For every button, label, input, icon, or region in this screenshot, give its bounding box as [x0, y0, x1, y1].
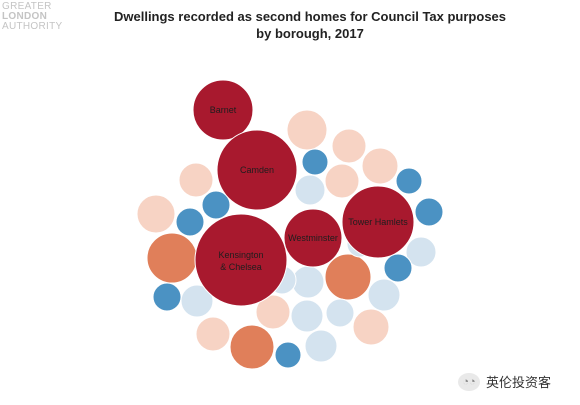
bubble-low [405, 236, 437, 268]
bubble-very-low [414, 197, 444, 227]
bubble-very-low [201, 190, 231, 220]
bubble-high [146, 232, 198, 284]
bubble-westminster [283, 208, 343, 268]
bubble-label-kensington-chelsea: Kensington & Chelsea [218, 250, 263, 272]
bubble-kensington-chelsea [194, 213, 288, 307]
bubble-low [367, 278, 401, 312]
bubble-medium [352, 308, 390, 346]
bubble-low [290, 299, 324, 333]
bubble-medium [178, 162, 214, 198]
bubble-medium [286, 109, 328, 151]
bubble-camden [216, 129, 298, 211]
gla-logo: GREATER LONDON AUTHORITY [2, 2, 62, 32]
bubble-medium [324, 163, 360, 199]
bubble-low [291, 265, 325, 299]
logo-line-2: LONDON [2, 11, 48, 22]
bubble-very-low [301, 148, 329, 176]
bubble-high [229, 324, 275, 370]
bubble-label-westminster: Westminster [288, 233, 338, 243]
wechat-icon: ◔◔ [458, 372, 480, 391]
logo-line-3: AUTHORITY [2, 21, 63, 32]
bubble-low [304, 329, 338, 363]
bubble-low [180, 284, 214, 318]
bubble-low [294, 174, 326, 206]
bubble-medium [136, 194, 176, 234]
bubble-very-low [152, 282, 182, 312]
bubble-label-camden: Camden [240, 165, 274, 175]
bubble-label-tower-hamlets: Tower Hamlets [348, 217, 408, 227]
bubble-barnet [192, 79, 254, 141]
bubble-medium [195, 316, 231, 352]
bubble-low [325, 298, 355, 328]
bubble-very-low [383, 253, 413, 283]
bubble-very-low [175, 207, 205, 237]
chart-title-block: Dwellings recorded as second homes for C… [80, 8, 540, 42]
chart-subtitle: by borough, 2017 [256, 26, 364, 41]
bubble-very-low [274, 341, 302, 369]
watermark: ◔◔ 英伦投资客 [458, 372, 551, 391]
bubble-very-low [395, 167, 423, 195]
bubble-label-barnet: Barnet [210, 105, 237, 115]
bubble-medium [361, 147, 399, 185]
chart-title: Dwellings recorded as second homes for C… [113, 9, 507, 24]
bubble-medium [331, 128, 367, 164]
watermark-text: 英伦投资客 [486, 375, 552, 390]
bubble-medium [255, 294, 291, 330]
bubble-high [324, 253, 372, 301]
logo-line-1: GREATER [2, 1, 52, 12]
bubble-tower-hamlets [341, 185, 415, 259]
